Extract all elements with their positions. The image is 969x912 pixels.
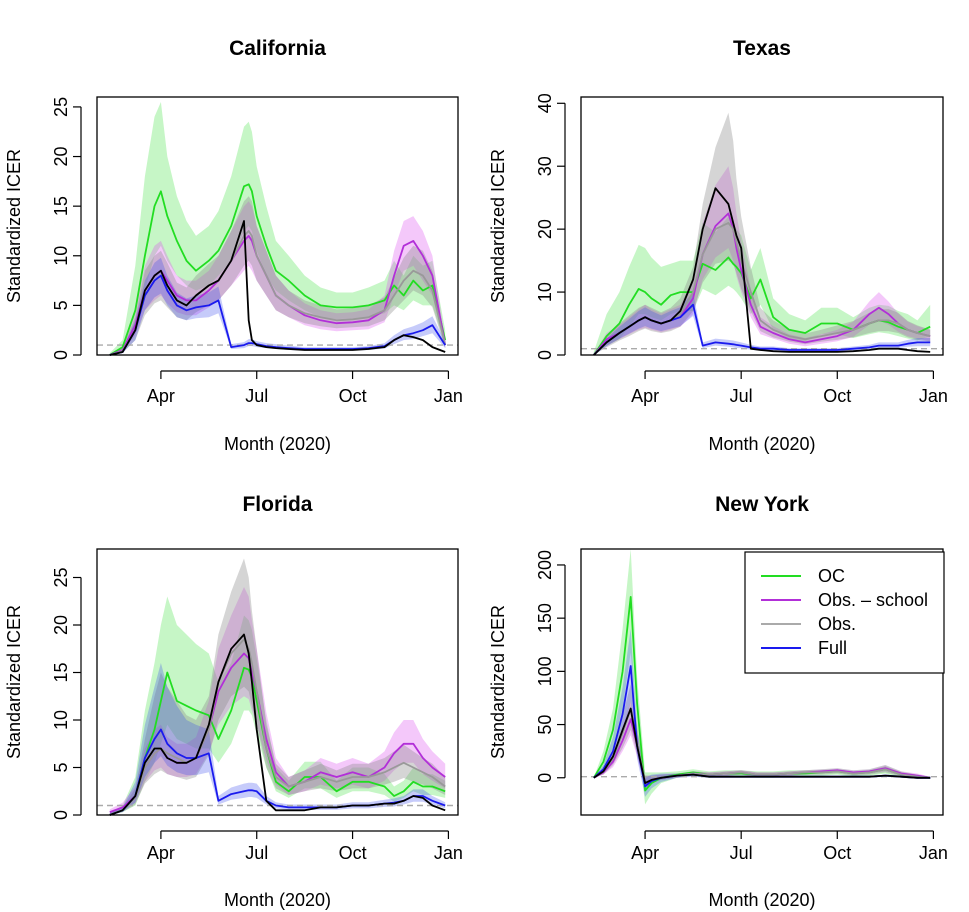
x-tick-label: Apr <box>147 843 175 863</box>
series-line-black <box>109 633 446 816</box>
x-tick-label: Jan <box>919 843 948 863</box>
y-tick-label: 20 <box>535 219 555 239</box>
panel-new-york: New York 0 50 100 150 200 Apr Jul Oct Jan Month (2… <box>488 493 948 910</box>
chart-title: New York <box>715 493 809 516</box>
y-tick-label: 40 <box>535 93 555 113</box>
legend-label: OC <box>818 566 845 586</box>
confidence-band-obs- <box>109 196 446 355</box>
y-tick-label: 5 <box>51 300 71 310</box>
x-tick-label: Apr <box>631 386 659 406</box>
panel-texas: Texas 0 10 20 30 40 Apr Jul Oct Jan Month (2020) St… <box>488 37 948 454</box>
x-tick-label: Jan <box>919 386 948 406</box>
y-axis-label: Standardized ICER <box>4 605 24 759</box>
x-axis-label: Month (2020) <box>708 434 815 454</box>
y-axis-label: Standardized ICER <box>488 605 508 759</box>
confidence-band-oc <box>109 596 446 815</box>
panel-california: California 0 5 10 15 20 25 Apr Jul Oct Jan Month (2… <box>4 37 463 454</box>
series-line-oc <box>109 183 447 356</box>
y-tick-label: 10 <box>51 710 71 730</box>
series-line-black <box>593 707 931 784</box>
y-tick-label: 150 <box>535 603 555 633</box>
y-tick-label: 15 <box>51 662 71 682</box>
x-tick-label: Apr <box>147 386 175 406</box>
legend-label: Obs. <box>818 614 856 634</box>
x-tick-label: Apr <box>631 843 659 863</box>
plot-frame <box>580 96 944 356</box>
x-tick-label: Jan <box>434 386 463 406</box>
plot-frame <box>96 548 459 816</box>
series-line-black <box>109 220 446 356</box>
x-axis-label: Month (2020) <box>224 434 331 454</box>
plot-frame <box>580 548 944 816</box>
chart-title: California <box>229 37 326 60</box>
confidence-band-oc <box>109 102 446 355</box>
y-tick-label: 5 <box>51 762 71 772</box>
chart-title: Texas <box>733 37 791 60</box>
series-line-black <box>593 187 931 356</box>
series-line-oc <box>109 666 446 816</box>
legend: OC Obs. – school Obs. Full <box>744 551 945 674</box>
y-tick-label: 0 <box>51 810 71 820</box>
y-axis-label: Standardized ICER <box>4 149 24 303</box>
y-tick-label: 0 <box>535 773 555 783</box>
x-tick-label: Oct <box>823 843 851 863</box>
x-tick-label: Oct <box>339 386 367 406</box>
confidence-band-obs-school <box>109 201 446 355</box>
y-tick-label: 100 <box>535 656 555 686</box>
x-tick-label: Oct <box>823 386 851 406</box>
legend-label: Obs. – school <box>818 590 928 610</box>
x-tick-label: Jan <box>434 843 463 863</box>
y-tick-label: 30 <box>535 156 555 176</box>
x-tick-label: Jul <box>730 843 753 863</box>
x-tick-label: Jul <box>730 386 753 406</box>
x-tick-label: Oct <box>339 843 367 863</box>
y-tick-label: 0 <box>535 350 555 360</box>
y-tick-label: 20 <box>51 615 71 635</box>
panel-florida: Florida 0 5 10 15 20 25 Apr Jul Oct Jan Month (2020… <box>4 493 463 910</box>
y-axis-label: Standardized ICER <box>488 149 508 303</box>
x-axis-label: Month (2020) <box>708 890 815 910</box>
y-tick-label: 20 <box>51 147 71 167</box>
y-tick-label: 10 <box>51 246 71 266</box>
legend-label: Full <box>818 638 847 658</box>
x-axis-label: Month (2020) <box>224 890 331 910</box>
confidence-band-full <box>109 663 446 815</box>
y-tick-label: 15 <box>51 196 71 216</box>
y-tick-label: 10 <box>535 282 555 302</box>
confidence-band-obs- <box>109 558 446 815</box>
x-tick-label: Jul <box>245 386 268 406</box>
x-tick-label: Jul <box>245 843 268 863</box>
confidence-band-obs- <box>593 112 931 355</box>
y-tick-label: 25 <box>51 97 71 117</box>
chart-title: Florida <box>242 493 312 516</box>
y-tick-label: 200 <box>535 550 555 580</box>
y-tick-label: 50 <box>535 715 555 735</box>
y-tick-label: 25 <box>51 567 71 587</box>
legend-box <box>744 551 945 674</box>
plot-frame <box>96 96 459 356</box>
confidence-band-obs-school <box>593 166 931 355</box>
y-tick-label: 0 <box>51 350 71 360</box>
